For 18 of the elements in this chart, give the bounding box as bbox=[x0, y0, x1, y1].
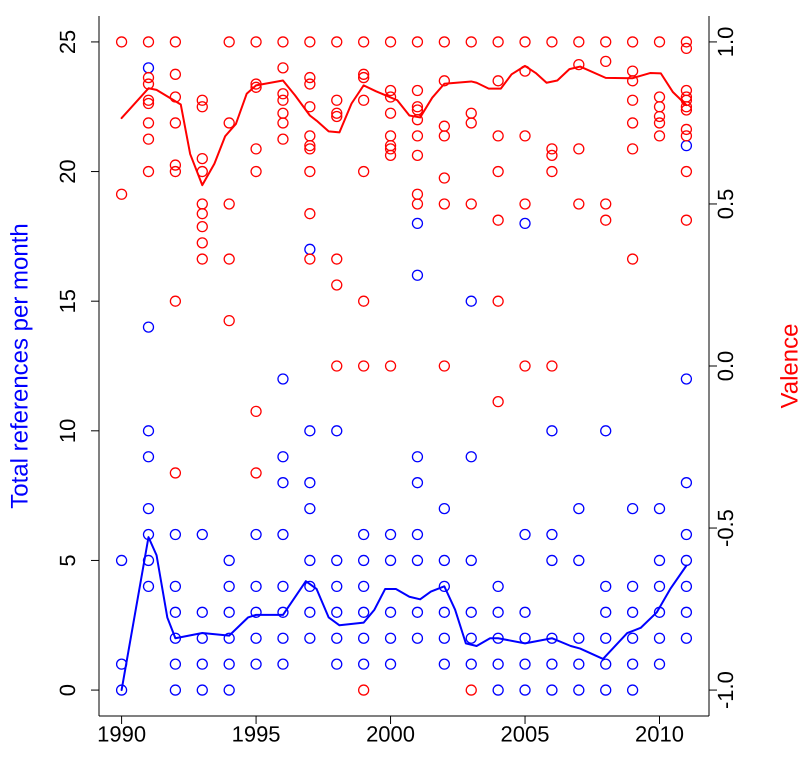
y2-tick-label: 0.0 bbox=[713, 350, 738, 382]
y-tick-label: 25 bbox=[55, 30, 80, 54]
y-tick-label: 20 bbox=[55, 159, 80, 184]
y-tick-label: 15 bbox=[55, 288, 80, 314]
x-tick-label: 2005 bbox=[500, 722, 550, 747]
y2-tick-label: 1.0 bbox=[713, 26, 738, 58]
y2-tick-label: 0.5 bbox=[713, 188, 738, 220]
x-tick-label: 1990 bbox=[97, 722, 146, 747]
y-tick-label: 10 bbox=[55, 418, 80, 444]
y2-tick-label: -0.5 bbox=[713, 509, 738, 547]
y2-axis-title: Valence bbox=[776, 324, 804, 408]
x-tick-label: 2010 bbox=[635, 722, 684, 747]
y-tick-label: 5 bbox=[55, 554, 80, 567]
y-tick-label: 0 bbox=[55, 684, 80, 696]
x-tick-label: 2000 bbox=[366, 722, 416, 747]
y-axis-title: Total references per month bbox=[6, 223, 34, 509]
y2-tick-label: -1.0 bbox=[713, 671, 738, 710]
x-tick-label: 1995 bbox=[232, 722, 281, 747]
